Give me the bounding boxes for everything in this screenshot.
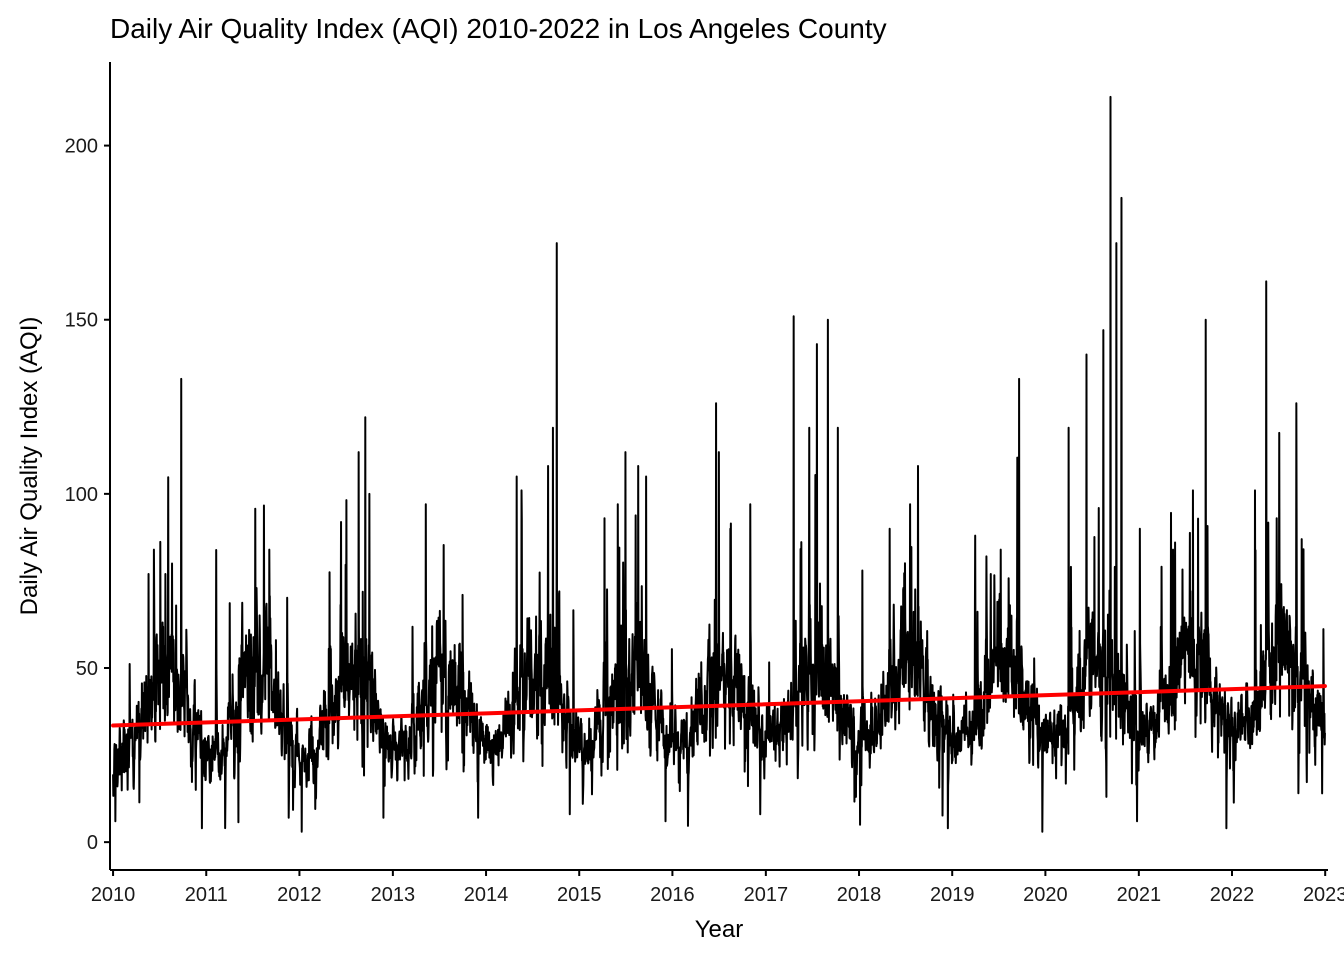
- x-tick-label: 2011: [185, 884, 228, 906]
- y-ticks: 0 50 100 150 200: [65, 136, 110, 854]
- x-tick-label: 2014: [464, 884, 509, 906]
- x-tick-label: 2020: [1023, 884, 1068, 906]
- x-tick-label: 2017: [744, 884, 789, 906]
- y-tick-label: 0: [87, 832, 98, 854]
- x-tick-label: 2012: [277, 884, 322, 906]
- x-tick-label: 2010: [91, 884, 136, 906]
- plot-area: [111, 95, 1327, 833]
- y-axis-title: Daily Air Quality Index (AQI): [16, 317, 43, 616]
- y-tick-label: 100: [65, 484, 98, 506]
- y-tick-label: 50: [76, 658, 98, 680]
- series-line-daily-aqi: [112, 95, 1326, 833]
- x-ticks: 2010 2011 2012 2013 2014 2015 2016 2017 2018 2019…: [91, 870, 1344, 906]
- x-tick-label: 2015: [557, 884, 602, 906]
- chart-title: Daily Air Quality Index (AQI) 2010-2022 …: [110, 13, 887, 44]
- x-axis-title: Year: [695, 916, 744, 943]
- x-tick-label: 2023: [1303, 884, 1344, 906]
- x-tick-label: 2021: [1117, 884, 1162, 906]
- y-tick-label: 200: [65, 136, 98, 158]
- axes: [109, 62, 1328, 871]
- y-tick-label: 150: [65, 310, 98, 332]
- trend-line: [111, 684, 1327, 728]
- x-tick-label: 2018: [837, 884, 882, 906]
- x-tick-label: 2016: [650, 884, 695, 906]
- x-tick-label: 2022: [1210, 884, 1255, 906]
- x-tick-label: 2013: [371, 884, 416, 906]
- x-tick-label: 2019: [930, 884, 975, 906]
